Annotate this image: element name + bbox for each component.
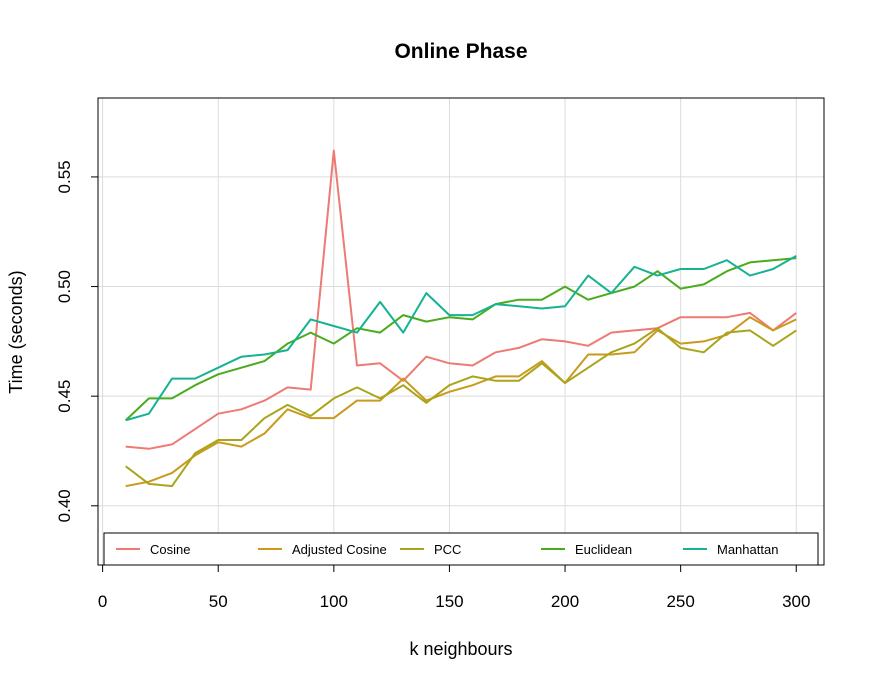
x-tick-label-6: 300 xyxy=(782,592,810,611)
series-line-pcc xyxy=(125,327,797,488)
y-tick-label-1: 0.45 xyxy=(55,380,74,413)
grid-lines xyxy=(98,98,824,565)
x-tick-label-1: 50 xyxy=(209,592,228,611)
x-tick-label-3: 150 xyxy=(435,592,463,611)
legend-label-euclidean: Euclidean xyxy=(575,542,632,557)
x-tick-label-0: 0 xyxy=(98,592,107,611)
legend-label-cosine: Cosine xyxy=(150,542,190,557)
chart-title: Online Phase xyxy=(394,40,527,63)
x-tick-label-4: 200 xyxy=(551,592,579,611)
series-line-adjusted-cosine xyxy=(125,316,797,488)
series-line-cosine xyxy=(125,149,797,450)
y-tick-label-3: 0.55 xyxy=(55,160,74,193)
x-axis-title: k neighbours xyxy=(409,639,512,659)
legend-label-adjusted-cosine: Adjusted Cosine xyxy=(292,542,387,557)
series-lines xyxy=(125,149,797,488)
series-line-manhattan xyxy=(125,255,797,422)
y-tick-label-2: 0.50 xyxy=(55,270,74,303)
x-tick-label-5: 250 xyxy=(666,592,694,611)
legend-label-pcc: PCC xyxy=(434,542,461,557)
y-axis-title: Time (seconds) xyxy=(6,270,26,393)
legend: Cosine Adjusted Cosine PCC Euclidean Manhatt… xyxy=(103,532,819,566)
y-axis: 0.40 0.45 0.50 0.55 xyxy=(55,160,99,522)
y-tick-label-0: 0.40 xyxy=(55,489,74,522)
x-tick-label-2: 100 xyxy=(320,592,348,611)
series-line-euclidean xyxy=(125,257,797,422)
legend-label-manhattan: Manhattan xyxy=(717,542,778,557)
